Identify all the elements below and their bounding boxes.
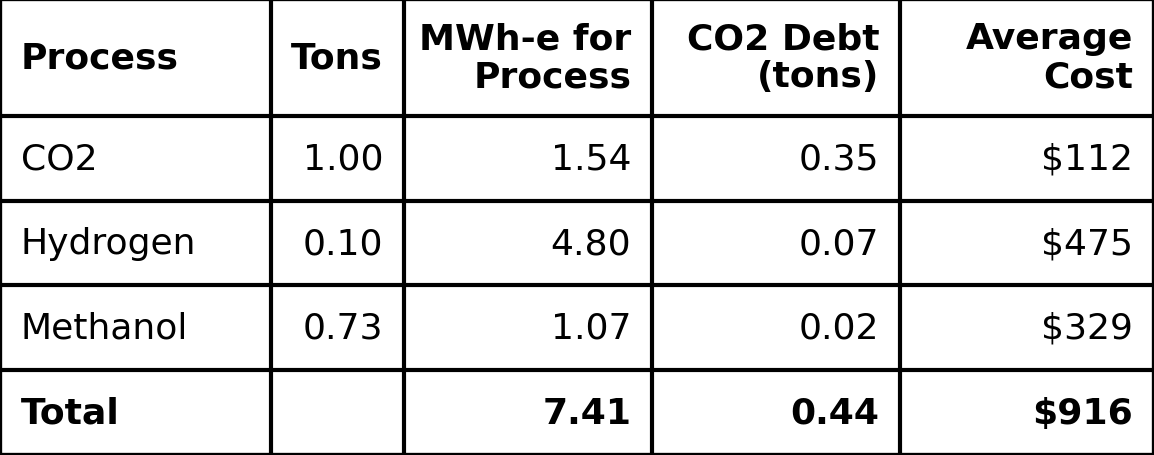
Text: CO2 Debt
(tons): CO2 Debt (tons)	[687, 22, 879, 94]
Text: 1.00: 1.00	[302, 142, 383, 176]
Text: 7.41: 7.41	[542, 396, 631, 430]
Text: Average
Cost: Average Cost	[966, 22, 1133, 94]
Text: 0.10: 0.10	[302, 227, 383, 260]
Text: Methanol: Methanol	[21, 311, 188, 345]
Text: $112: $112	[1041, 142, 1133, 176]
Text: $475: $475	[1041, 227, 1133, 260]
Text: $329: $329	[1041, 311, 1133, 345]
Text: 1.54: 1.54	[550, 142, 631, 176]
Text: 0.73: 0.73	[302, 311, 383, 345]
Text: 4.80: 4.80	[550, 227, 631, 260]
Text: Process: Process	[21, 41, 179, 75]
Text: 0.44: 0.44	[790, 396, 879, 430]
Text: $916: $916	[1033, 396, 1133, 430]
Text: Hydrogen: Hydrogen	[21, 227, 196, 260]
Text: 0.02: 0.02	[799, 311, 879, 345]
Text: CO2: CO2	[21, 142, 97, 176]
Text: 1.07: 1.07	[550, 311, 631, 345]
Text: 0.07: 0.07	[799, 227, 879, 260]
Text: Total: Total	[21, 396, 120, 430]
Text: 0.35: 0.35	[799, 142, 879, 176]
Text: MWh-e for
Process: MWh-e for Process	[419, 22, 631, 94]
Text: Tons: Tons	[291, 41, 383, 75]
